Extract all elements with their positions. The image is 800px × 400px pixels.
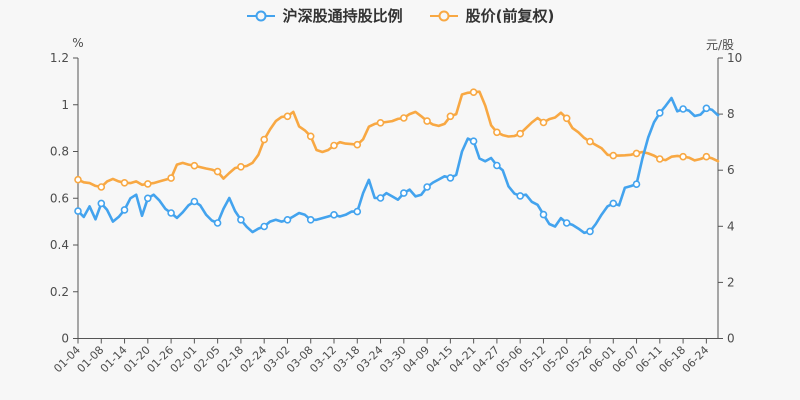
data-point-marker[interactable] (516, 129, 525, 138)
left-axis-tick-label: 0.8 (50, 145, 69, 159)
data-point-marker[interactable] (679, 152, 687, 161)
series-line-price[interactable] (74, 88, 720, 191)
data-point-marker[interactable] (260, 222, 269, 231)
series-line-holdings-ratio[interactable] (74, 96, 720, 236)
right-axis-tick-label: 10 (727, 51, 742, 65)
data-point-marker[interactable] (469, 88, 478, 96)
data-point-marker[interactable] (702, 104, 711, 113)
data-point-marker[interactable] (330, 211, 338, 219)
left-axis-tick-label: 0 (61, 332, 69, 346)
data-point-marker[interactable] (74, 207, 82, 215)
data-point-marker[interactable] (539, 118, 548, 127)
data-point-marker[interactable] (702, 152, 711, 161)
legend-label-price: 股价(前复权) (465, 7, 555, 25)
data-point-marker[interactable] (97, 199, 106, 208)
legend: 沪深股通持股比例 股价(前复权) (0, 7, 800, 25)
data-point-marker[interactable] (562, 114, 571, 123)
right-axis-unit-label: 元/股 (705, 38, 735, 52)
right-axis-tick-label: 8 (727, 107, 735, 121)
data-point-marker[interactable] (446, 112, 455, 121)
data-point-marker[interactable] (260, 135, 269, 144)
legend-line-marker-icon (246, 10, 275, 22)
data-point-marker[interactable] (376, 194, 385, 202)
data-point-marker[interactable] (469, 137, 478, 145)
data-point-marker[interactable] (679, 105, 687, 113)
data-point-marker[interactable] (74, 175, 82, 184)
data-point-marker[interactable] (330, 141, 338, 150)
data-point-marker[interactable] (167, 174, 175, 182)
data-point-marker[interactable] (144, 180, 152, 188)
data-point-marker[interactable] (306, 216, 315, 224)
legend-item-price[interactable]: 股价(前复权) (429, 7, 555, 25)
x-axis: 01-0401-0801-1401-2001-2602-0102-0502-18… (51, 338, 718, 375)
data-point-marker[interactable] (376, 119, 385, 127)
data-point-marker[interactable] (97, 183, 106, 191)
data-point-marker[interactable] (586, 137, 594, 146)
y-axis-right: 0 2 4 6 8 10 (717, 51, 742, 346)
left-axis-tick-label: 0.4 (50, 238, 69, 252)
data-point-marker[interactable] (237, 216, 245, 224)
data-point-marker[interactable] (353, 140, 362, 149)
legend-label-holdings-ratio: 沪深股通持股比例 (282, 7, 403, 25)
data-point-marker[interactable] (539, 210, 548, 219)
data-point-marker[interactable] (190, 161, 199, 170)
data-point-marker[interactable] (213, 167, 222, 176)
data-point-marker[interactable] (423, 117, 431, 125)
left-axis-tick-label: 1 (61, 98, 69, 112)
left-axis-tick-label: 0.6 (50, 191, 69, 205)
left-axis-unit-label: % (72, 36, 84, 50)
right-axis-tick-label: 6 (727, 163, 735, 177)
data-point-marker[interactable] (144, 194, 152, 203)
data-point-marker[interactable] (655, 109, 664, 117)
data-point-marker[interactable] (283, 112, 292, 121)
left-axis-tick-label: 0.2 (50, 285, 69, 299)
data-point-marker[interactable] (283, 216, 292, 224)
data-point-marker[interactable] (423, 183, 431, 191)
right-axis-tick-label: 0 (727, 332, 735, 346)
data-point-marker[interactable] (632, 149, 641, 158)
data-point-marker[interactable] (586, 227, 594, 236)
data-point-marker[interactable] (120, 206, 129, 214)
data-point-marker[interactable] (516, 192, 525, 200)
left-axis-tick-label: 1.2 (50, 51, 69, 65)
legend-line-marker-icon (429, 10, 458, 22)
data-point-marker[interactable] (190, 197, 199, 206)
legend-item-holdings-ratio[interactable]: 沪深股通持股比例 (246, 7, 403, 25)
data-point-marker[interactable] (609, 151, 618, 160)
data-point-marker[interactable] (446, 174, 455, 182)
data-point-marker[interactable] (609, 199, 618, 208)
data-point-marker[interactable] (399, 114, 408, 122)
x-axis-tick-label: 06-24 (680, 343, 712, 375)
data-point-marker[interactable] (493, 161, 501, 170)
data-point-marker[interactable] (562, 219, 571, 227)
data-point-marker[interactable] (120, 179, 129, 187)
data-point-marker[interactable] (167, 209, 175, 217)
data-point-marker[interactable] (353, 207, 362, 216)
series-line-price-path[interactable] (76, 90, 720, 189)
data-point-marker[interactable] (632, 180, 641, 188)
data-point-marker[interactable] (655, 155, 664, 163)
data-point-marker[interactable] (493, 128, 501, 137)
data-point-marker[interactable] (306, 132, 315, 141)
right-axis-tick-label: 4 (727, 219, 735, 233)
y-axis-left: 0 0.2 0.4 0.6 0.8 1 1.2 (50, 51, 79, 346)
right-axis-tick-label: 2 (727, 275, 735, 289)
data-point-marker[interactable] (213, 219, 222, 227)
data-point-marker[interactable] (237, 163, 245, 171)
data-point-marker[interactable] (399, 189, 408, 197)
